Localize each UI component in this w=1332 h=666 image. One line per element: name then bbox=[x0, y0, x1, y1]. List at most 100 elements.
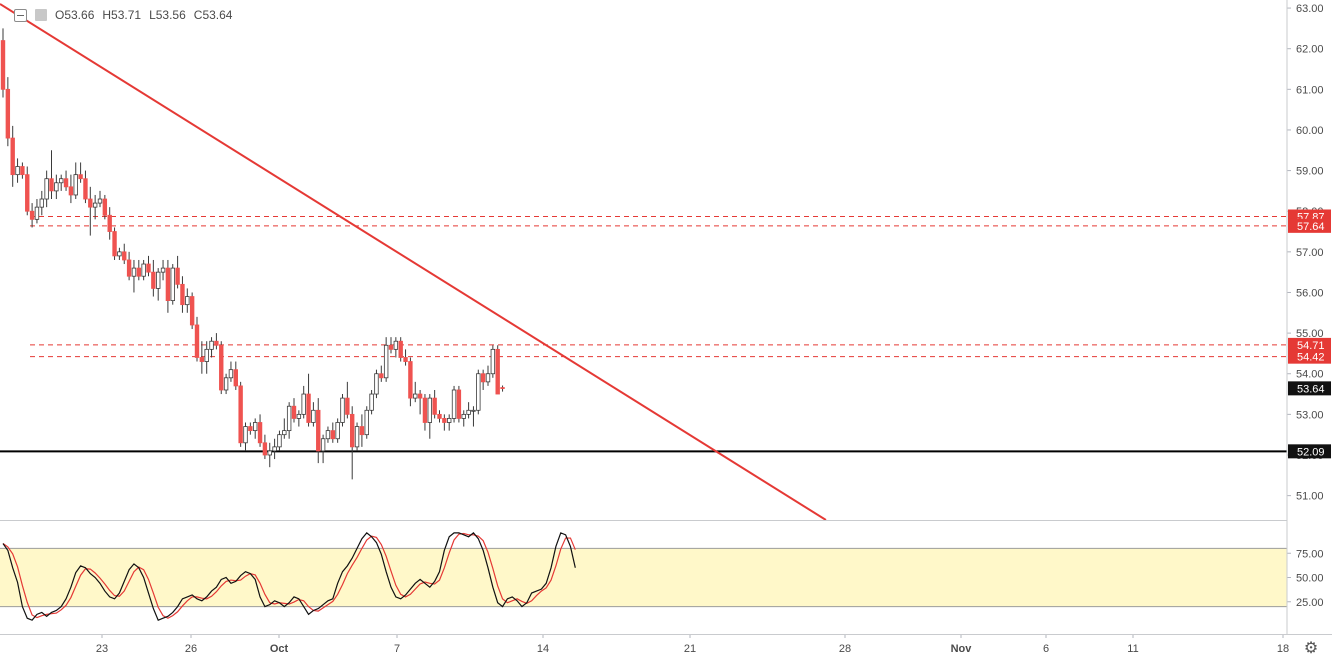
price-label-last-text: 53.64 bbox=[1297, 383, 1325, 395]
candle-body-up bbox=[282, 430, 287, 436]
candle-body-down bbox=[495, 348, 500, 395]
price-label-mid-b: 54.42 bbox=[1288, 349, 1331, 364]
candle bbox=[97, 190, 103, 208]
ohlc-legend: O53.66 H53.71 L53.56 C53.64 bbox=[14, 8, 232, 22]
candle-body-up bbox=[354, 426, 360, 448]
candle-body-up bbox=[204, 348, 209, 362]
stoch-d-line bbox=[2, 532, 576, 619]
trendline[interactable] bbox=[0, 3, 827, 520]
time-tick-label: 21 bbox=[684, 643, 696, 655]
stoch-tick-label: 25.00 bbox=[1296, 597, 1324, 609]
candle bbox=[88, 186, 93, 236]
candle-body-down bbox=[165, 267, 171, 301]
candle bbox=[277, 430, 282, 451]
candle-body-down bbox=[388, 344, 394, 350]
candle-body-down bbox=[199, 357, 205, 362]
candle-body-down bbox=[63, 178, 69, 188]
candle bbox=[451, 385, 457, 423]
candle bbox=[214, 333, 219, 350]
candle bbox=[112, 227, 117, 260]
candle-body-up bbox=[223, 377, 229, 391]
candle-body-down bbox=[345, 397, 350, 415]
candle bbox=[485, 365, 491, 386]
candle-body-down bbox=[408, 361, 413, 399]
candle-body-up bbox=[141, 263, 146, 277]
candle-body-up bbox=[272, 446, 277, 452]
candle bbox=[364, 406, 369, 439]
candle bbox=[0, 28, 6, 98]
candle bbox=[330, 422, 335, 443]
candle-body-up bbox=[44, 178, 49, 200]
candle bbox=[345, 381, 350, 419]
candle-body-up bbox=[340, 397, 345, 423]
time-tick-label: 23 bbox=[96, 643, 108, 655]
candle-body-down bbox=[0, 40, 6, 90]
candle-body-down bbox=[49, 178, 54, 192]
candle bbox=[25, 166, 30, 216]
price-tick-label: 51.00 bbox=[1296, 491, 1324, 503]
price-label-mid-b-text: 54.42 bbox=[1297, 352, 1325, 364]
collapse-toggle-icon[interactable] bbox=[14, 8, 27, 22]
candle-body-down bbox=[112, 231, 117, 257]
candle bbox=[432, 389, 437, 419]
candle-body-up bbox=[476, 373, 481, 411]
stochastic-pane[interactable] bbox=[0, 532, 1287, 621]
candle bbox=[374, 369, 379, 399]
price-scale[interactable]: 63.0062.0061.0060.0059.0058.0057.0056.00… bbox=[1287, 3, 1331, 609]
candle bbox=[136, 259, 141, 281]
time-scale[interactable]: 23 26 Oct 7 14 21 28 Nov 6 11 18 bbox=[96, 634, 1289, 655]
candle-body-up bbox=[446, 418, 452, 423]
candle bbox=[39, 190, 44, 216]
candle-body-up bbox=[117, 251, 122, 257]
candle-body-up bbox=[320, 438, 326, 452]
candle bbox=[228, 361, 234, 382]
stoch-tick-label: 75.00 bbox=[1296, 548, 1324, 560]
candle-body-down bbox=[349, 413, 355, 448]
candle-body-down bbox=[403, 357, 408, 362]
candle-body-up bbox=[471, 409, 476, 412]
candle-body-down bbox=[102, 198, 108, 216]
candle-body-down bbox=[306, 393, 311, 423]
candle bbox=[49, 150, 54, 200]
price-label-last: 53.64 bbox=[1288, 381, 1331, 396]
gear-icon[interactable]: ⚙ bbox=[1303, 640, 1319, 657]
symbol-icon[interactable] bbox=[35, 9, 47, 21]
candle-body-down bbox=[422, 397, 428, 423]
price-pane[interactable] bbox=[0, 3, 1287, 520]
candle bbox=[252, 418, 258, 439]
candle-body-down bbox=[107, 214, 112, 232]
candle-body-up bbox=[451, 389, 457, 419]
candle-body-down bbox=[88, 198, 93, 208]
candle-body-down bbox=[238, 385, 243, 444]
candle-body-down bbox=[175, 267, 180, 285]
ohlc-close: C53.64 bbox=[193, 8, 233, 22]
candle bbox=[165, 259, 171, 313]
candle bbox=[437, 410, 442, 423]
candle bbox=[442, 414, 447, 431]
candle-body-down bbox=[291, 405, 297, 419]
candle-body-up bbox=[301, 393, 306, 415]
price-tick-label: 62.00 bbox=[1296, 44, 1324, 56]
candle bbox=[131, 259, 137, 293]
candle bbox=[73, 162, 78, 200]
time-tick-label: Oct bbox=[270, 643, 289, 655]
candle bbox=[160, 259, 166, 281]
candle-body-down bbox=[151, 271, 156, 289]
ohlc-high: H53.71 bbox=[102, 8, 142, 22]
candle-body-down bbox=[126, 259, 132, 277]
candle-body-down bbox=[233, 369, 238, 387]
price-tick-label: 56.00 bbox=[1296, 287, 1324, 299]
candle bbox=[146, 255, 151, 277]
candle bbox=[63, 170, 69, 191]
candle bbox=[296, 410, 302, 427]
candle bbox=[54, 174, 59, 200]
candle-body-up bbox=[277, 434, 282, 448]
candle bbox=[301, 385, 306, 419]
price-label-support-text: 52.09 bbox=[1297, 446, 1325, 458]
candle-body-down bbox=[432, 397, 437, 415]
candle bbox=[189, 292, 195, 330]
candle-body-down bbox=[437, 413, 442, 419]
candle bbox=[185, 288, 190, 313]
